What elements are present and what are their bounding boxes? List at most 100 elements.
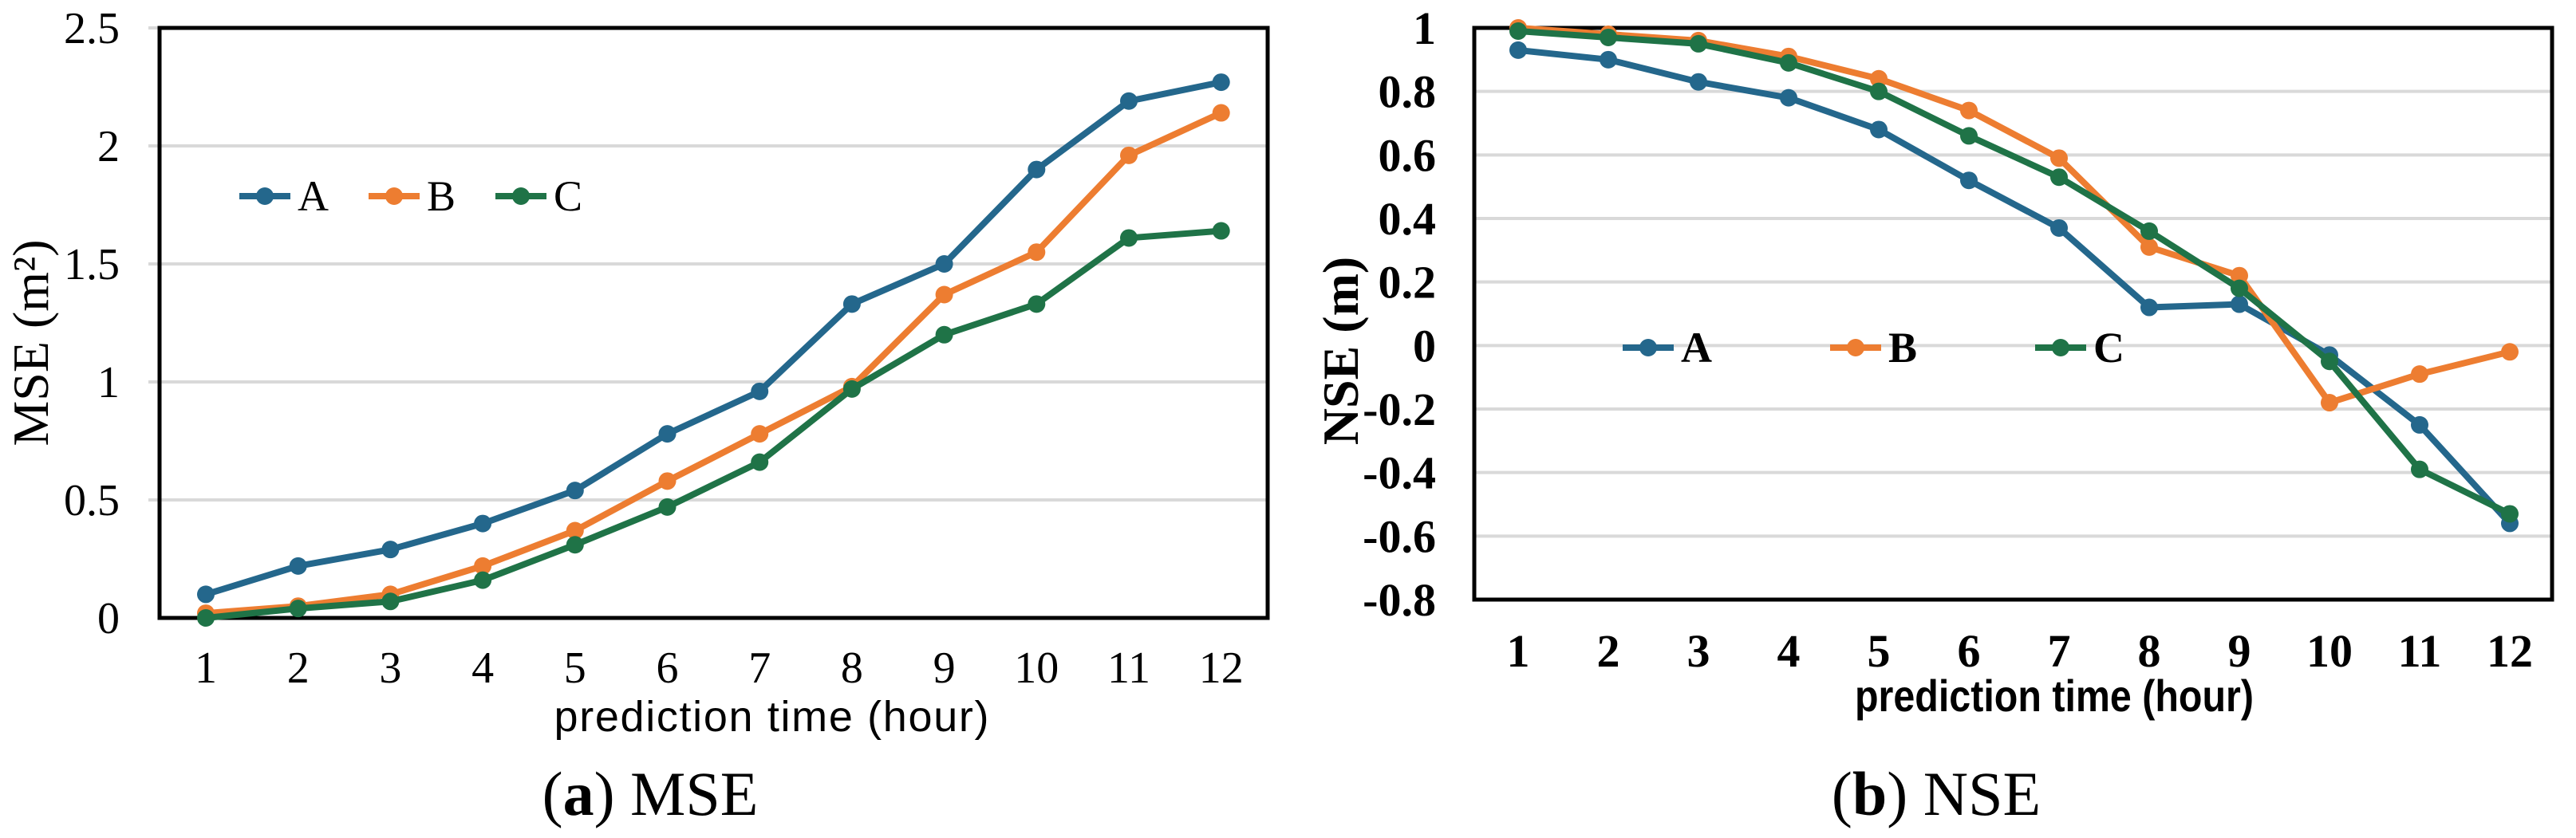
x-tick-label: 6 [657, 643, 679, 693]
x-tick-label: 3 [379, 643, 401, 693]
series-B-marker [1960, 101, 1978, 120]
series-A-marker [1870, 120, 1888, 139]
x-tick-label: 10 [2306, 625, 2353, 677]
x-tick-label: 3 [1687, 625, 1710, 677]
y-tick-label: 1 [97, 358, 120, 407]
x-tick-label: 11 [1107, 643, 1150, 693]
series-A-marker [197, 585, 215, 604]
series-C-marker [1028, 295, 1046, 313]
series-C-marker [1509, 22, 1527, 40]
series-C-swatch [2035, 338, 2087, 357]
x-tick-label: 8 [2138, 625, 2161, 677]
series-C-marker [2050, 168, 2068, 187]
y-tick-label: -0.6 [1363, 510, 1436, 562]
series-B-marker [566, 521, 584, 540]
y-tick-label: 2 [97, 122, 120, 171]
x-tick-label: 2 [1597, 625, 1620, 677]
series-B-marker [2321, 394, 2338, 412]
series-A-marker-swatch [1639, 339, 1657, 356]
caption-b-rest: ) NSE [1887, 759, 2041, 828]
series-A-marker [751, 382, 769, 400]
series-A-marker [842, 295, 861, 313]
series-C-marker [2140, 222, 2158, 240]
nse-legend-label-A: A [1681, 324, 1712, 372]
series-C-marker [2501, 505, 2519, 523]
series-A-marker [1600, 50, 1617, 69]
y-tick-label: -0.8 [1363, 574, 1436, 626]
series-C-marker [381, 592, 400, 611]
series-C-marker [289, 600, 307, 618]
series-A-marker [381, 541, 400, 559]
series-A-marker [289, 557, 307, 575]
nse-legend: A B C [1623, 326, 2124, 369]
x-tick-label: 6 [1958, 625, 1981, 677]
series-C-marker [1212, 222, 1230, 240]
series-C-marker [751, 453, 769, 471]
nse-y-axis-title: NSE (m) [1312, 257, 1369, 445]
x-tick-label: 4 [1777, 625, 1801, 677]
x-tick-label: 10 [1014, 643, 1059, 693]
series-A-swatch [239, 187, 290, 206]
caption-a-letter: a [562, 759, 594, 828]
series-B-marker-swatch [385, 187, 403, 205]
series-A-marker [935, 255, 953, 273]
series-A-line [203, 79, 1225, 598]
series-B-marker [1870, 69, 1888, 88]
mse-legend-label-C: C [554, 172, 583, 220]
series-C-marker [197, 609, 215, 627]
series-A-marker [2140, 298, 2158, 317]
y-tick-label: 0.6 [1379, 129, 1437, 181]
nse-legend-label-B: B [1888, 324, 1918, 372]
series-C-marker [2321, 352, 2338, 371]
series-C-marker [2231, 279, 2248, 297]
series-A-marker [2050, 218, 2068, 237]
nse-legend-item-B: B [1830, 326, 1917, 369]
x-tick-label: 11 [2398, 625, 2442, 677]
series-C-marker [658, 498, 677, 516]
caption-b-open: ( [1831, 759, 1852, 828]
series-C-marker [842, 380, 861, 398]
mse-legend-label-B: B [427, 172, 456, 220]
nse-legend-label-C: C [2093, 324, 2125, 372]
series-B-marker [1212, 104, 1230, 122]
series-A-marker [1960, 171, 1978, 190]
nse-legend-item-C: C [2035, 326, 2124, 369]
x-tick-label: 1 [195, 643, 217, 693]
series-C-marker [1120, 229, 1138, 247]
x-tick-label: 5 [564, 643, 586, 693]
y-tick-label: 1 [1413, 2, 1436, 54]
plot-border [157, 26, 1270, 620]
nse-chart-plot: 10.80.60.40.20-0.2-0.4-0.6-0.81 2 3 4 5 6 7 8 9 1… [1363, 2, 2554, 677]
x-tick-label: 8 [841, 643, 863, 693]
x-tick-label: 7 [2048, 625, 2071, 677]
series-C-marker [935, 325, 953, 344]
y-tick-label: 0.2 [1379, 257, 1437, 309]
series-A-marker-swatch [256, 187, 274, 205]
caption-a-open: ( [542, 759, 563, 828]
y-tick-label: 0 [1413, 320, 1436, 372]
series-B-swatch [1830, 338, 1881, 357]
y-tick-label: -0.4 [1363, 447, 1436, 499]
series-B-marker [2411, 365, 2428, 384]
mse-legend: A B C [239, 175, 582, 218]
series-B-marker [474, 557, 492, 575]
series-B-swatch [369, 187, 420, 206]
series-B-marker-swatch [1847, 339, 1864, 356]
x-tick-label: 12 [1199, 643, 1244, 693]
y-tick-label: 0 [97, 594, 120, 643]
series-C-marker [1780, 53, 1797, 72]
mse-x-axis-title: prediction time (hour) [554, 693, 989, 741]
series-A-marker [474, 514, 492, 533]
series-C-marker [1960, 127, 1978, 145]
series-A-marker [2411, 415, 2428, 434]
mse-legend-item-B: B [369, 175, 456, 218]
series-A-marker [566, 482, 584, 500]
series-B-marker [658, 472, 677, 490]
x-tick-label: 9 [2228, 625, 2251, 677]
series-C-marker [474, 571, 492, 589]
nse-legend-item-A: A [1623, 326, 1712, 369]
y-tick-label: 0.8 [1379, 66, 1437, 118]
series-C-marker [1600, 28, 1617, 46]
y-tick-label: 0.5 [64, 476, 120, 525]
